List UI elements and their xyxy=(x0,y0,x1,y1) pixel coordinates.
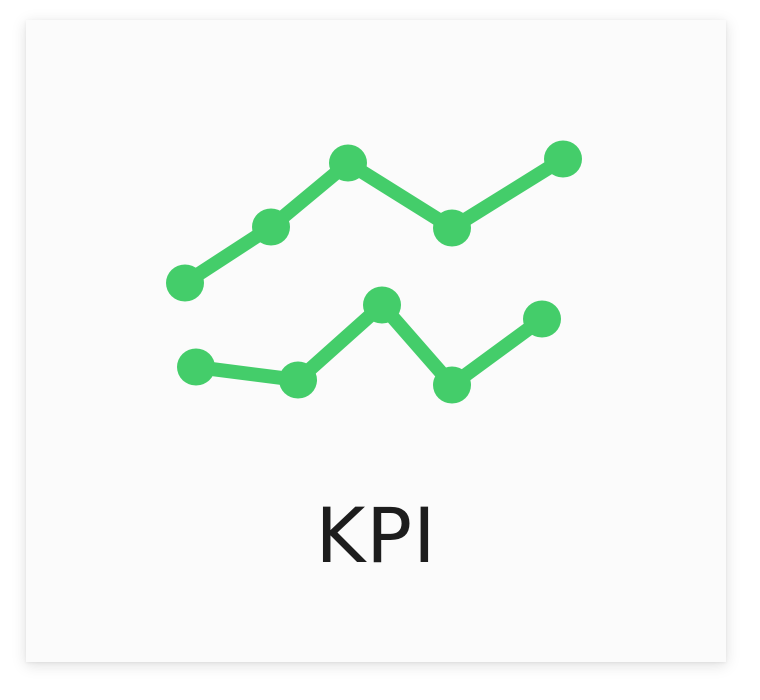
kpi-line-chart-icon xyxy=(166,140,582,404)
trend-point xyxy=(433,366,471,404)
lower-trend-line xyxy=(177,286,561,404)
trend-point xyxy=(279,361,317,399)
trend-point xyxy=(433,209,471,247)
kpi-tile[interactable]: KPI xyxy=(26,20,726,662)
tile-label: KPI xyxy=(315,491,437,580)
upper-trend-line xyxy=(166,140,582,302)
trend-point xyxy=(523,300,561,338)
trend-point xyxy=(166,264,204,302)
trend-line-path xyxy=(178,152,570,290)
trend-point xyxy=(363,286,401,324)
trend-point xyxy=(252,208,290,246)
trend-point xyxy=(544,140,582,178)
trend-point xyxy=(177,348,215,386)
trend-point xyxy=(329,144,367,182)
